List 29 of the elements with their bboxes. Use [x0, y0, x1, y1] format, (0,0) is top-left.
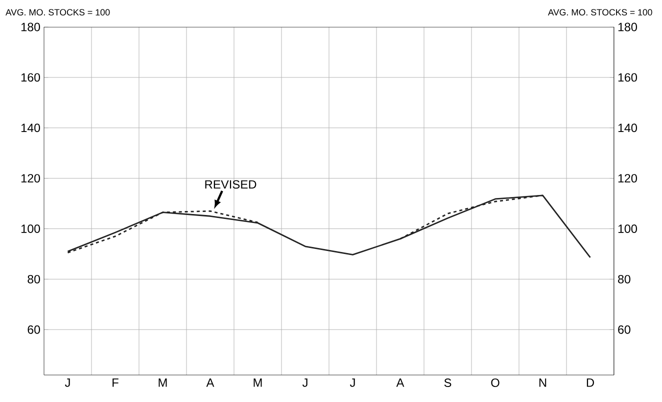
x-tick-label: S [444, 378, 452, 387]
x-tick-label: A [396, 378, 404, 387]
y2-axis-title: AVG. MO. STOCKS = 100 [548, 9, 652, 16]
y2-tick-label: 80 [618, 274, 630, 284]
y-tick-label: 180 [21, 22, 40, 32]
x-tick-label: M [254, 378, 262, 387]
y-tick-label: 80 [28, 274, 40, 284]
y2-tick-label: 160 [618, 73, 638, 82]
y-axis-title: AVG. MO. STOCKS = 100 [6, 9, 110, 16]
x-tick-label: O [491, 378, 500, 387]
y2-tick-label: 100 [618, 224, 638, 233]
y-tick-label: 120 [21, 174, 40, 183]
x-tick-label: M [158, 378, 167, 387]
y2-tick-label: 180 [618, 22, 638, 32]
y2-tick-label: 60 [618, 325, 630, 334]
x-tick-label: J [64, 378, 70, 387]
y-tick-label: 160 [21, 73, 40, 82]
y2-tick-label: 140 [618, 124, 638, 132]
x-tick-label: D [586, 378, 594, 387]
y-tick-label: 60 [28, 325, 40, 334]
x-tick-label: F [112, 378, 118, 387]
y2-tick-label: 120 [618, 174, 638, 183]
x-tick-label: J [302, 378, 308, 387]
y-tick-label: 100 [21, 224, 40, 233]
x-tick-label: J [350, 378, 355, 387]
x-tick-label: A [206, 378, 214, 387]
x-tick-label: N [539, 378, 546, 387]
y-tick-label: 140 [21, 124, 40, 132]
annotation: REVISED [205, 180, 256, 189]
